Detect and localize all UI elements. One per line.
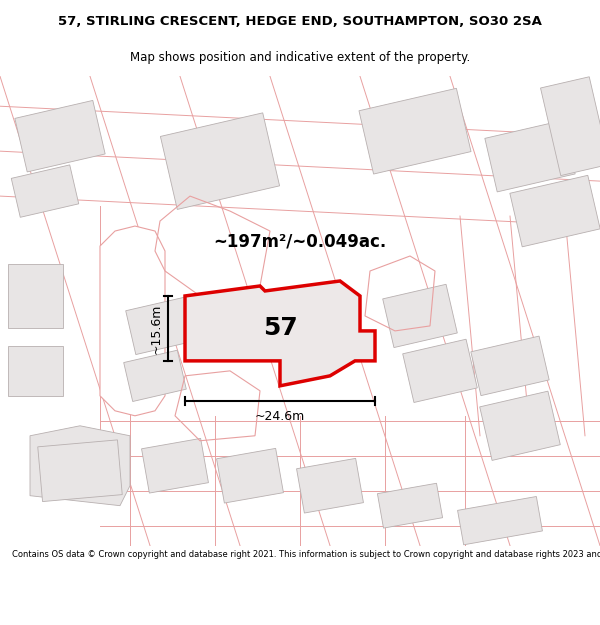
Polygon shape: [124, 350, 186, 401]
Polygon shape: [7, 264, 62, 328]
Polygon shape: [0, 76, 130, 176]
Polygon shape: [403, 339, 477, 402]
Text: ~24.6m: ~24.6m: [255, 410, 305, 423]
Polygon shape: [480, 391, 560, 461]
Polygon shape: [160, 113, 280, 209]
Text: Map shows position and indicative extent of the property.: Map shows position and indicative extent…: [130, 51, 470, 64]
Polygon shape: [485, 121, 575, 192]
Polygon shape: [142, 438, 208, 493]
Polygon shape: [541, 77, 600, 176]
Polygon shape: [359, 88, 471, 174]
Polygon shape: [15, 101, 105, 172]
Text: ~197m²/~0.049ac.: ~197m²/~0.049ac.: [214, 232, 386, 250]
Polygon shape: [30, 426, 130, 506]
Polygon shape: [7, 346, 62, 396]
Polygon shape: [377, 483, 443, 528]
Text: 57, STIRLING CRESCENT, HEDGE END, SOUTHAMPTON, SO30 2SA: 57, STIRLING CRESCENT, HEDGE END, SOUTHA…: [58, 15, 542, 28]
Text: Contains OS data © Crown copyright and database right 2021. This information is : Contains OS data © Crown copyright and d…: [12, 549, 600, 559]
Polygon shape: [126, 298, 194, 354]
Text: 57: 57: [263, 316, 298, 340]
Polygon shape: [296, 458, 364, 513]
Polygon shape: [471, 336, 549, 396]
Polygon shape: [458, 496, 542, 545]
Polygon shape: [185, 281, 375, 386]
Polygon shape: [11, 165, 79, 217]
Polygon shape: [217, 448, 283, 503]
Polygon shape: [100, 226, 165, 416]
Text: ~15.6m: ~15.6m: [149, 303, 163, 354]
Polygon shape: [510, 176, 600, 247]
Polygon shape: [38, 440, 122, 502]
Polygon shape: [383, 284, 457, 348]
